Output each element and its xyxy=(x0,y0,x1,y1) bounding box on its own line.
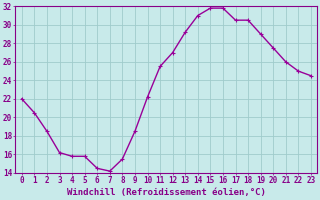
X-axis label: Windchill (Refroidissement éolien,°C): Windchill (Refroidissement éolien,°C) xyxy=(67,188,266,197)
